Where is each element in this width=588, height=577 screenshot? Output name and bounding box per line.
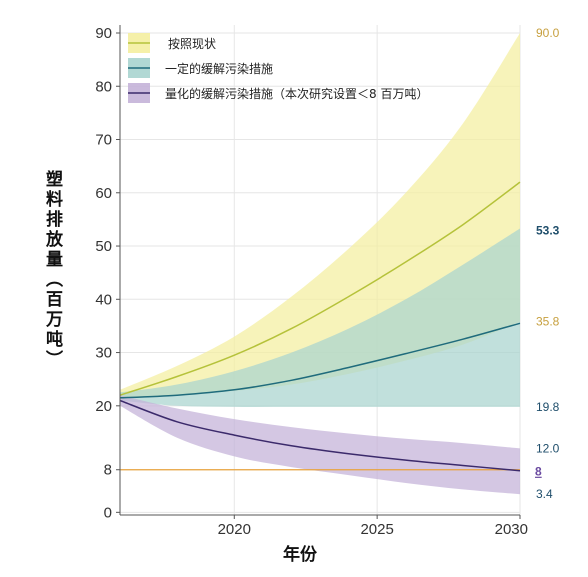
y-tick-label: 8 — [104, 462, 112, 479]
series-line — [119, 181, 521, 396]
y-tick-label: 40 — [95, 291, 112, 308]
y-tick-label: 50 — [95, 238, 112, 255]
y-tick-label: 80 — [95, 78, 112, 95]
x-axis-title: 年份 — [283, 544, 318, 565]
end-value-label: 35.8 — [536, 315, 560, 329]
x-tick-label: 2025 — [360, 521, 393, 538]
end-value-labels: 90.0 35.8 53.3 19.8 12.0 3.4 8 — [535, 26, 560, 501]
series-line — [119, 322, 521, 399]
band — [120, 228, 520, 407]
end-value-label: 19.8 — [536, 400, 560, 414]
y-tick-label: 20 — [95, 398, 112, 415]
y-tick-labels: 0 8 20 30 40 50 60 70 80 90 — [95, 25, 120, 521]
end-value-label: 12.0 — [536, 441, 560, 455]
y-tick-label: 70 — [95, 132, 112, 149]
threshold-label: 8 — [535, 465, 542, 479]
end-value-label: 53.3 — [536, 223, 560, 237]
y-tick-label: 90 — [95, 25, 112, 42]
legend-label: 一定的缓解污染措施 — [165, 61, 273, 76]
legend-label: 量化的缓解污染措施（本次研究设置＜8 百万吨） — [165, 86, 428, 101]
y-tick-label: 0 — [104, 504, 112, 521]
x-tick-labels: 2020 2025 2030 — [218, 515, 528, 538]
series-lines — [119, 181, 521, 472]
end-value-label: 90.0 — [536, 26, 560, 40]
series-line — [119, 399, 521, 472]
y-tick-label: 30 — [95, 345, 112, 362]
y-axis-title: 塑料排放量（百万吨） — [42, 169, 64, 370]
x-tick-label: 2030 — [495, 521, 528, 538]
end-value-label: 3.4 — [536, 487, 553, 501]
y-tick-label: 60 — [95, 185, 112, 202]
x-tick-label: 2020 — [218, 521, 251, 538]
legend-label: 按照现状 — [168, 37, 216, 51]
